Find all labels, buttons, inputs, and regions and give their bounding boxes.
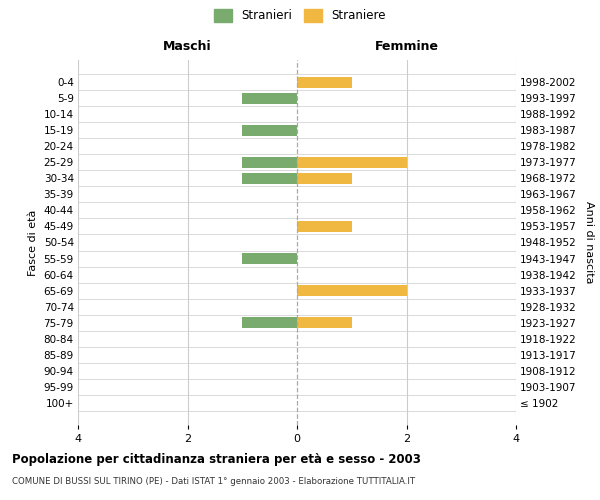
Bar <box>242 92 297 104</box>
Bar <box>242 252 297 264</box>
Bar <box>242 124 297 136</box>
Y-axis label: Fasce di età: Fasce di età <box>28 210 38 276</box>
Bar <box>242 317 297 328</box>
Bar <box>297 285 407 296</box>
Text: Femmine: Femmine <box>374 40 439 52</box>
Bar <box>297 172 352 184</box>
Text: Maschi: Maschi <box>163 40 212 52</box>
Bar <box>297 156 407 168</box>
Bar <box>242 156 297 168</box>
Bar <box>297 76 352 88</box>
Y-axis label: Anni di nascita: Anni di nascita <box>584 201 593 284</box>
Bar <box>242 172 297 184</box>
Text: Popolazione per cittadinanza straniera per età e sesso - 2003: Popolazione per cittadinanza straniera p… <box>12 452 421 466</box>
Bar <box>297 220 352 232</box>
Bar <box>297 317 352 328</box>
Legend: Stranieri, Straniere: Stranieri, Straniere <box>211 6 389 26</box>
Text: COMUNE DI BUSSI SUL TIRINO (PE) - Dati ISTAT 1° gennaio 2003 - Elaborazione TUTT: COMUNE DI BUSSI SUL TIRINO (PE) - Dati I… <box>12 478 415 486</box>
